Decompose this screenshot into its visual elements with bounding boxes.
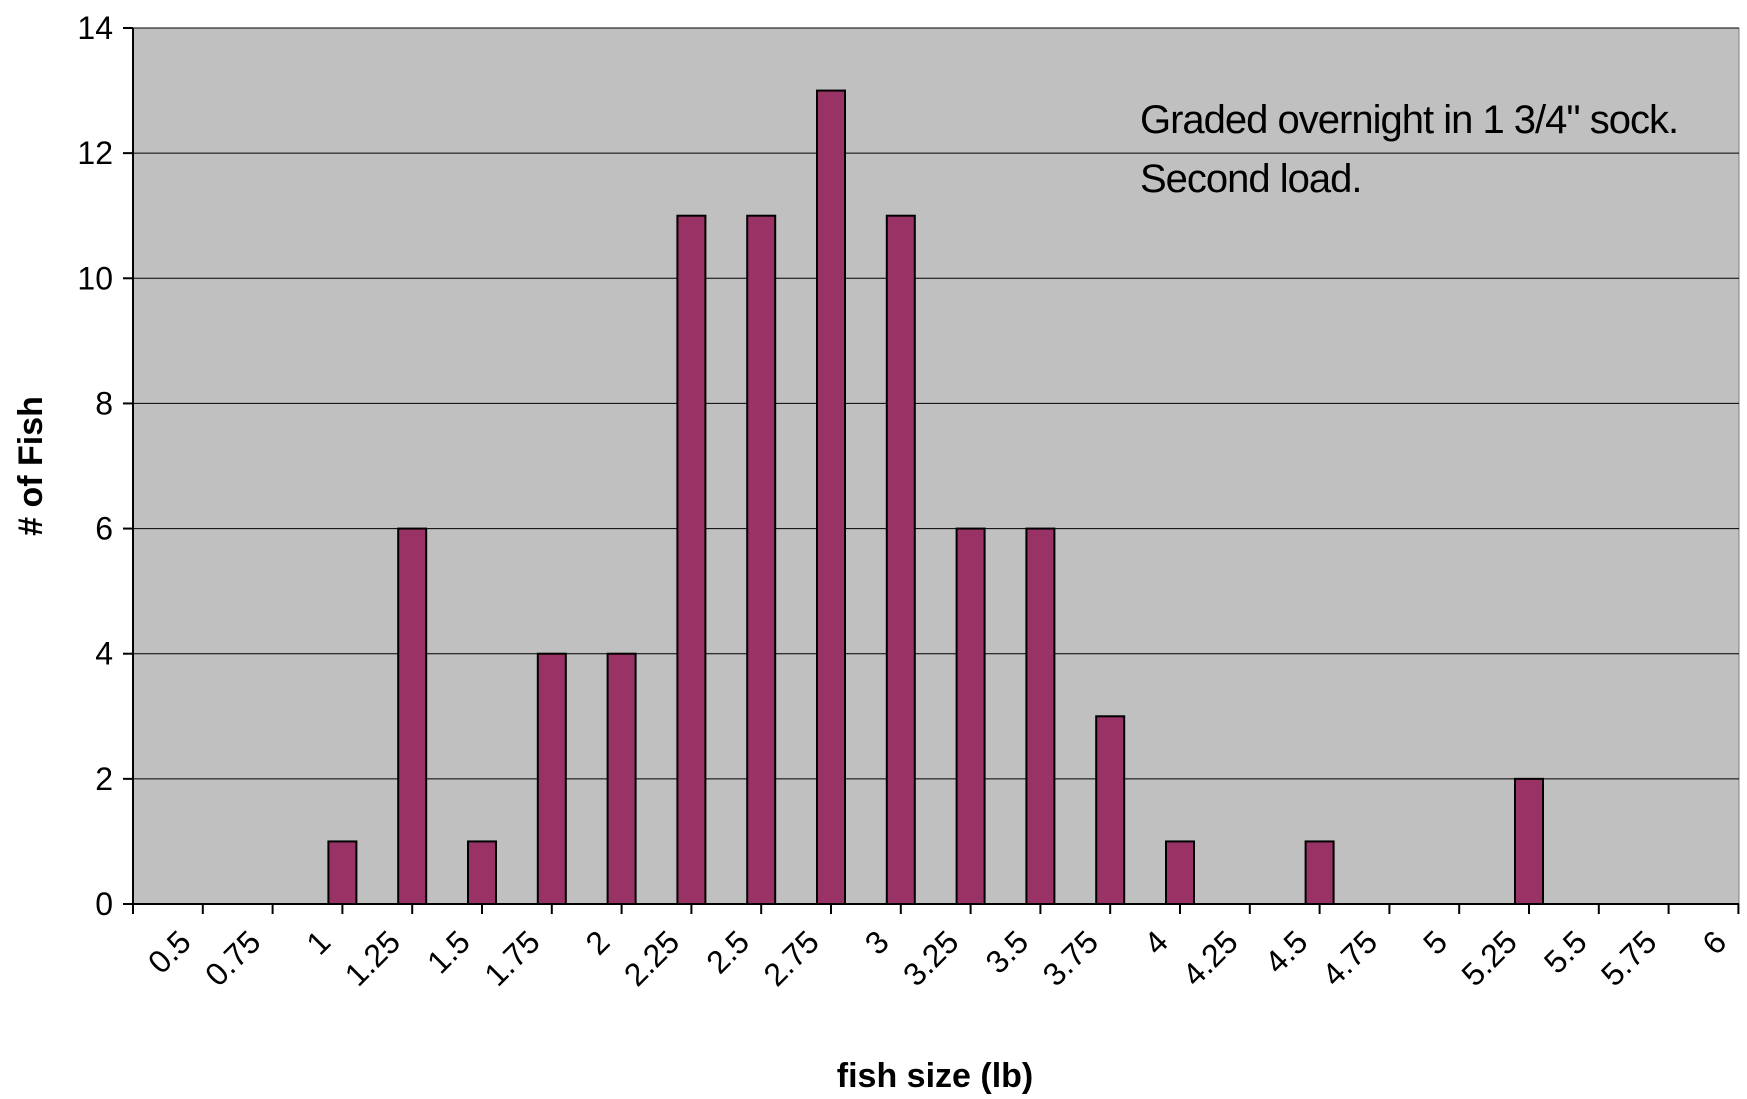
bar-2.75 [816,89,846,906]
x-tick-label-3.25: 3.25 [896,923,965,992]
y-tick-label-14: 14 [77,10,113,46]
bar-3.25 [955,527,986,905]
bar-1 [327,840,358,906]
bar-2.25 [676,214,707,905]
x-axis-title: fish size (lb) [837,1057,1033,1095]
x-tick-label-1.25: 1.25 [338,923,407,992]
x-tick-label-4: 4 [1137,923,1175,961]
bar-1.5 [467,840,497,906]
y-tick-label-12: 12 [77,135,113,171]
bar-3.5 [1025,527,1056,905]
chart-annotation-line-1: Graded overnight in 1 3/4" sock. [1140,98,1678,142]
bar-3 [885,214,916,905]
bar-4.5 [1304,840,1335,906]
bar-1.75 [536,652,567,906]
bar-2.5 [746,214,777,905]
x-tick-label-2: 2 [579,923,617,961]
x-tick-label-1.75: 1.75 [477,923,546,992]
chart-annotation-line-2: Second load. [1140,157,1362,201]
x-tick-label-4.5: 4.5 [1258,923,1315,980]
x-tick-label-5: 5 [1416,923,1454,961]
y-tick-label-8: 8 [95,385,113,421]
x-tick-label-2.75: 2.75 [756,923,825,992]
x-tick-label-2.25: 2.25 [617,923,686,992]
x-tick-label-1.5: 1.5 [420,923,477,980]
x-tick-label-3: 3 [858,923,896,961]
y-tick-label-4: 4 [95,636,113,672]
y-tick-label-2: 2 [95,761,113,797]
y-tick-label-6: 6 [95,511,113,547]
x-tick-label-4.25: 4.25 [1175,923,1244,992]
bar-2 [606,652,637,906]
x-tick-label-0.75: 0.75 [198,923,267,992]
x-tick-label-6: 6 [1695,923,1733,961]
x-tick-label-3.5: 3.5 [978,923,1035,980]
x-tick-label-5.25: 5.25 [1454,923,1523,992]
x-tick-label-5.75: 5.75 [1594,923,1663,992]
x-tick-label-2.5: 2.5 [699,923,756,980]
x-tick-label-5.5: 5.5 [1537,923,1594,980]
x-tick-label-1: 1 [299,923,337,961]
bar-3.75 [1095,715,1126,905]
y-tick-label-10: 10 [77,260,113,296]
plot-background [132,27,1740,905]
x-tick-label-4.75: 4.75 [1315,923,1384,992]
bar-5.25 [1514,777,1544,905]
x-tick-label-3.75: 3.75 [1036,923,1105,992]
x-tick-label-0.5: 0.5 [141,923,198,980]
bar-1.25 [397,527,428,905]
y-axis-title: # of Fish [12,396,50,536]
y-tick-label-0: 0 [95,886,113,922]
bar-4 [1165,840,1195,906]
